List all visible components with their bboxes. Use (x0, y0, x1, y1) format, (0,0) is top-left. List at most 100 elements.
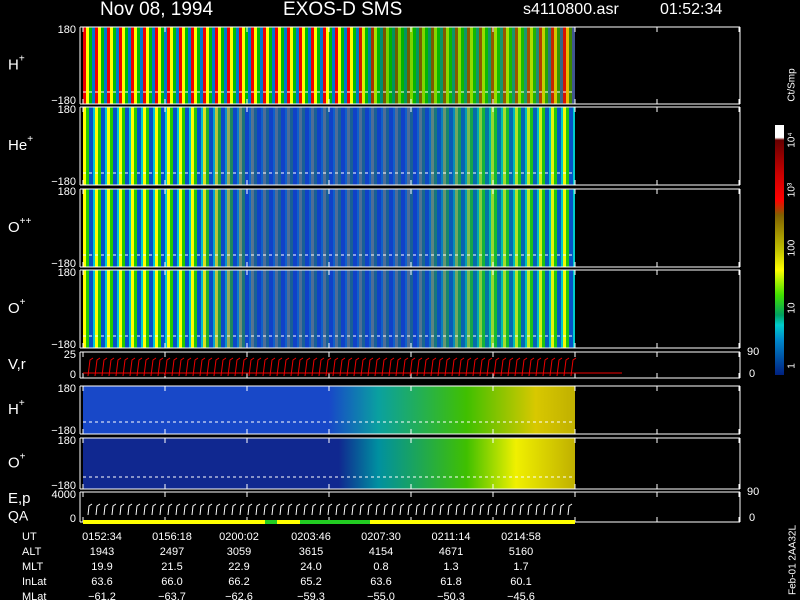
y-top-label: 4000 (52, 489, 76, 501)
panel-label-text: H (8, 401, 19, 418)
table-row-label: UT (22, 531, 37, 543)
spectrogram (83, 27, 575, 104)
energy-trace (87, 503, 573, 516)
table-row-label: MLT (22, 561, 43, 573)
table-value: 1943 (90, 546, 114, 558)
panel-label: E,p (8, 490, 31, 507)
panel-label-text: E,p (8, 490, 31, 507)
panel-label-text: O (8, 300, 20, 317)
table-value: 0207:30 (361, 531, 401, 543)
y-bottom-label: −180 (51, 95, 76, 107)
panel-label: V,r (8, 356, 26, 373)
table-value: 65.2 (300, 576, 321, 588)
y2-top-label: 90 (747, 486, 759, 498)
table-value: 0203:46 (291, 531, 331, 543)
panel-label: O+ (8, 297, 26, 317)
table-value: 1.3 (443, 561, 458, 573)
qa-bar-ok (265, 520, 277, 524)
table-value: 63.6 (91, 576, 112, 588)
spectrogram (83, 386, 575, 434)
colorbar-label: 100 (787, 239, 798, 256)
qa-bar-ok (300, 520, 370, 524)
table-value: −63.7 (158, 591, 186, 600)
table-value: 5160 (509, 546, 533, 558)
panel-label-sup: + (20, 451, 26, 462)
colorbar (775, 125, 784, 375)
y-top-label: 180 (58, 383, 76, 395)
table-row-label: ALT (22, 546, 42, 558)
colorbar-label: 10⁴ (787, 132, 798, 147)
table-row-label: MLat (22, 591, 46, 600)
table-value: 61.8 (440, 576, 461, 588)
table-value: −62.6 (225, 591, 253, 600)
file-name: s4110800.asr (523, 1, 619, 18)
y-top-label: 180 (58, 24, 76, 36)
table-value: 0.8 (373, 561, 388, 573)
velocity-trace (87, 357, 577, 377)
panel-label: He+ (8, 134, 33, 154)
table-value: −55.0 (367, 591, 395, 600)
table-value: −45.6 (507, 591, 535, 600)
y-bottom-label: −180 (51, 480, 76, 492)
panel-label-2: QA (8, 508, 29, 524)
colorbar-label: 10³ (787, 182, 798, 197)
panel-label: H+ (8, 53, 25, 73)
y-bottom-label: −180 (51, 339, 76, 351)
table-value: −50.3 (437, 591, 465, 600)
panel-label: O++ (8, 216, 32, 236)
y-top-label: 180 (58, 186, 76, 198)
clock-time: 01:52:34 (660, 1, 722, 18)
y-bottom-label: 0 (70, 369, 76, 381)
table-value: 63.6 (370, 576, 391, 588)
title-instrument: EXOS-D SMS (283, 0, 402, 20)
table-value: 3615 (299, 546, 323, 558)
panel-label-text: H (8, 56, 19, 73)
panel-label-sup: + (19, 398, 25, 409)
table-value: 4154 (369, 546, 393, 558)
panel-label-text: He (8, 137, 27, 154)
panel-label-text: O (8, 219, 20, 236)
table-row-label: InLat (22, 576, 46, 588)
panel-label-sup: + (20, 297, 26, 308)
y2-top-label: 90 (747, 346, 759, 358)
y2-bottom-label: 0 (749, 368, 755, 380)
colorbar-label: 10 (787, 302, 798, 314)
panel-label-sup: + (27, 134, 33, 145)
table-value: 0211:14 (432, 531, 471, 543)
y2-bottom-label: 0 (749, 512, 755, 524)
panel-label-text: V,r (8, 356, 26, 373)
panel-label: O+ (8, 451, 26, 471)
table-value: 1.7 (513, 561, 528, 573)
y-top-label: 180 (58, 104, 76, 116)
table-value: 60.1 (510, 576, 531, 588)
table-value: 2497 (160, 546, 184, 558)
table-value: 3059 (227, 546, 251, 558)
colorbar-title: Ct/Smp (787, 68, 798, 102)
y-bottom-label: −180 (51, 258, 76, 270)
table-value: 66.0 (161, 576, 182, 588)
table-value: 0152:34 (82, 531, 122, 543)
table-value: −59.3 (297, 591, 325, 600)
panel-label-text: O (8, 454, 20, 471)
colorbar-label: 1 (787, 363, 798, 369)
y-top-label: 25 (64, 349, 76, 361)
spectrogram (83, 270, 575, 348)
table-value: 22.9 (228, 561, 249, 573)
y-bottom-label: 0 (70, 513, 76, 525)
y-top-label: 180 (58, 267, 76, 279)
panel-label-sup: + (19, 53, 25, 64)
y-bottom-label: −180 (51, 176, 76, 188)
title-date: Nov 08, 1994 (100, 0, 213, 20)
spectrogram (83, 107, 575, 185)
spectrogram (83, 189, 575, 267)
table-value: 24.0 (300, 561, 321, 573)
table-value: 0214:58 (501, 531, 541, 543)
table-value: 19.9 (91, 561, 112, 573)
panel-label-sup: ++ (20, 216, 32, 227)
table-value: −61.2 (88, 591, 116, 600)
footer-code: Feb-01 2AA32L (788, 525, 799, 595)
y-top-label: 180 (58, 435, 76, 447)
table-value: 66.2 (228, 576, 249, 588)
